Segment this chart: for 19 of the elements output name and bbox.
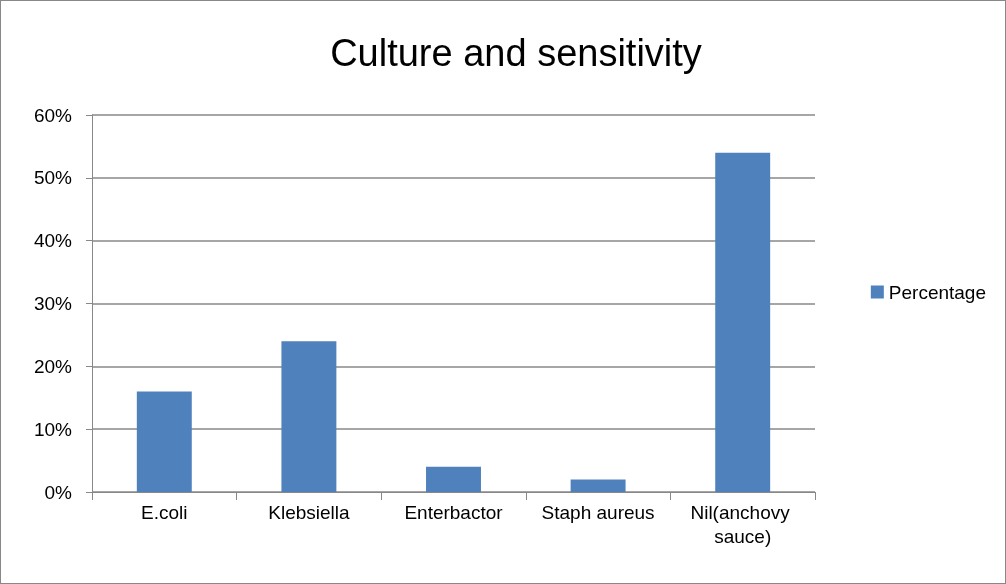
y-tick-label: 30%: [33, 293, 73, 314]
bar: [570, 479, 626, 492]
x-tick-label: Klebsiella: [268, 501, 350, 523]
y-tick-label: 60%: [33, 104, 73, 126]
y-tick-label: 0%: [44, 481, 73, 503]
legend-label: Percentage: [888, 281, 987, 303]
y-tick-label: 10%: [33, 418, 73, 440]
y-tick-label: 40%: [33, 230, 73, 252]
y-tick-label: 20%: [33, 355, 73, 377]
y-tick-label: 50%: [33, 167, 73, 189]
bar: [281, 341, 337, 492]
x-tick-label: E.coli: [141, 501, 188, 523]
bar: [136, 391, 192, 492]
bar: [426, 466, 481, 492]
bar: [715, 152, 771, 492]
chart-title: Culture and sensitivity: [330, 32, 702, 74]
x-tick-label: Enterbactor: [404, 501, 504, 523]
x-tick-label: Nil(anchovy sauce): [690, 501, 795, 547]
x-tick-label: Staph aureus: [541, 501, 655, 523]
